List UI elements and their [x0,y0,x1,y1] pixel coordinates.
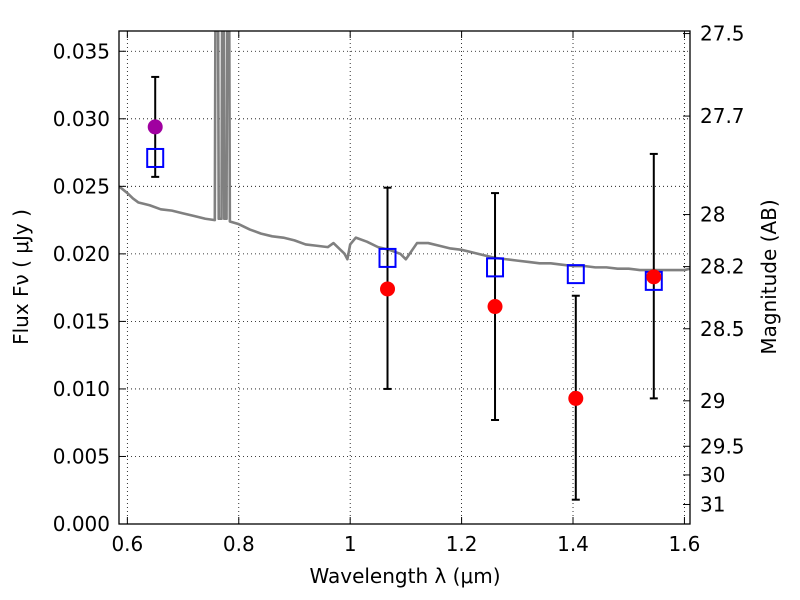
x-tick-label: 1.2 [446,532,478,556]
y-axis-label: Flux Fν ( μJy ) [9,209,33,345]
x-tick-label: 1 [344,532,357,556]
y2-axis-label: Magnitude (AB) [757,199,781,354]
x-tick-label: 1.4 [557,532,589,556]
observed-photometry-point [568,390,584,406]
y-tick-label: 0.020 [53,242,110,266]
grid-lines [119,31,690,525]
x-axis-label: Wavelength λ (μm) [309,564,500,588]
y2-tick-label: 28.5 [700,317,745,341]
observed-photometry-point [147,119,163,135]
y2-tick-label: 30 [700,463,725,487]
x-tick-label: 0.6 [111,532,143,556]
y-tick-label: 0.015 [53,309,110,333]
plot-area [119,31,690,501]
y2-tick-label: 27.7 [700,104,745,128]
observed-photometry-point [487,299,503,315]
model-photometry-square [146,147,165,168]
y-tick-label: 0.010 [53,377,110,401]
plot-frame [118,30,691,525]
sed-model-line [119,31,690,272]
y-tick-label: 0.005 [53,444,110,468]
x-tick-label: 1.6 [669,532,701,556]
model-photometry-square [378,247,397,268]
y2-tick-label: 28.2 [700,255,745,279]
model-photometry-square [566,264,585,285]
observed-photometry-point [380,281,396,297]
y2-tick-label: 29.5 [700,434,745,458]
model-photometry-square [486,257,505,278]
observed-photometry-point [646,269,662,285]
y2-tick-label: 31 [700,492,725,516]
y2-tick-label: 29 [700,389,725,413]
axes: 0.6 0.8 1 1.2 1.4 1.6 0.000 0.005 0.010 0.015 0.02… [53,22,745,556]
y2-tick-label: 27.5 [700,22,745,46]
y-tick-label: 0.025 [53,174,110,198]
x-tick-label: 0.8 [223,532,255,556]
y-tick-label: 0.035 [53,39,110,63]
y-tick-label: 0.000 [53,512,110,536]
y2-tick-label: 28 [700,203,725,227]
y-tick-label: 0.030 [53,107,110,131]
